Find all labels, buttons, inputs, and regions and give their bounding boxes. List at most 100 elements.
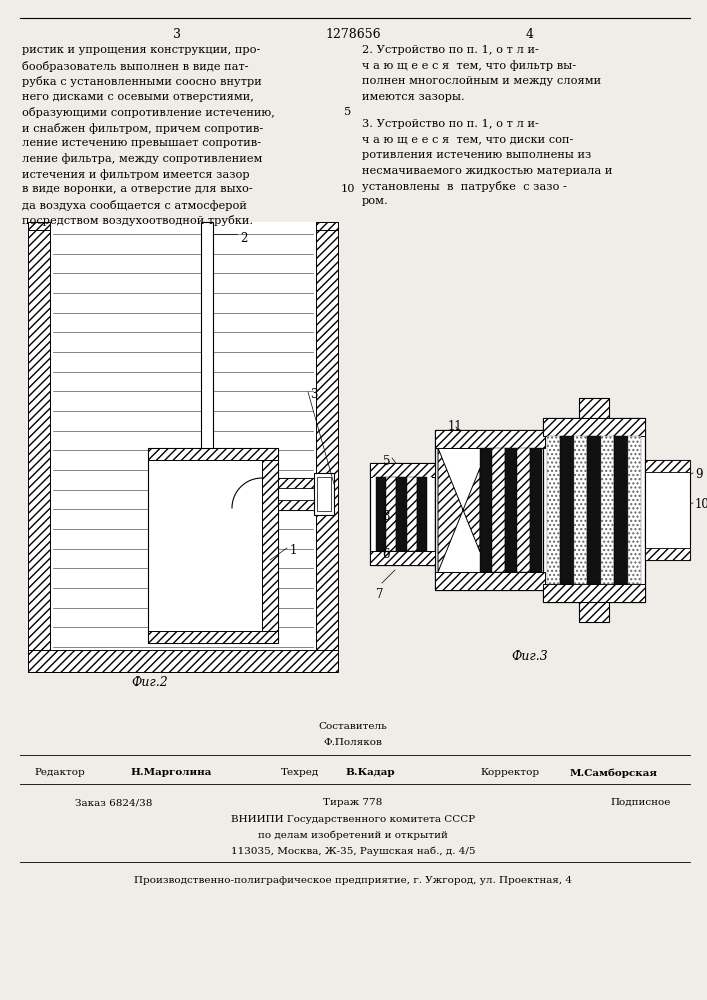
Text: имеются зазоры.: имеются зазоры. [362, 92, 464, 102]
Text: 1: 1 [290, 544, 298, 557]
Bar [645, 460, 690, 472]
Text: М.Самборская: М.Самборская [570, 768, 658, 778]
Bar [28, 222, 50, 230]
Text: 113035, Москва, Ж-35, Раушская наб., д. 4/5: 113035, Москва, Ж-35, Раушская наб., д. … [230, 847, 475, 856]
Bar [628, 436, 641, 584]
Text: 2: 2 [240, 232, 247, 245]
Bar [579, 398, 609, 418]
Text: полнен многослойным и между слоями: полнен многослойным и между слоями [362, 76, 601, 86]
Bar [370, 551, 435, 565]
Text: 3: 3 [310, 388, 317, 401]
Bar [397, 477, 407, 551]
Text: Редактор: Редактор [35, 768, 86, 777]
Text: 8: 8 [382, 510, 390, 523]
Text: 1278656: 1278656 [325, 28, 381, 41]
Text: Н.Марголина: Н.Марголина [130, 768, 211, 777]
Text: 3. Устройство по п. 1, о т л и-: 3. Устройство по п. 1, о т л и- [362, 119, 539, 129]
Text: Корректор: Корректор [481, 768, 539, 777]
Bar [50, 222, 316, 650]
Bar [645, 460, 690, 560]
Text: 5: 5 [344, 107, 351, 117]
Bar [148, 448, 278, 460]
Text: Тираж 778: Тираж 778 [323, 798, 382, 807]
Bar [543, 418, 645, 602]
Text: 10: 10 [695, 498, 707, 511]
Bar [601, 436, 614, 584]
Text: Фиг.3: Фиг.3 [512, 650, 549, 663]
Text: Фиг.2: Фиг.2 [132, 676, 168, 689]
Bar [314, 473, 334, 515]
Text: и снабжен фильтром, причем сопротив-: и снабжен фильтром, причем сопротив- [22, 122, 263, 133]
Text: несмачиваемого жидкостью материала и: несмачиваемого жидкостью материала и [362, 165, 612, 176]
Bar [530, 448, 542, 572]
Bar [588, 436, 601, 584]
Bar [417, 477, 427, 551]
Text: 9: 9 [695, 468, 703, 481]
Bar [547, 436, 561, 584]
Bar [373, 477, 432, 551]
Bar [316, 222, 338, 230]
Bar [543, 584, 645, 602]
Bar [28, 222, 50, 650]
Text: 4: 4 [526, 28, 534, 41]
Bar [407, 477, 417, 551]
Bar [376, 477, 386, 551]
Text: 10: 10 [341, 184, 355, 194]
Text: Ф.Поляков: Ф.Поляков [324, 738, 382, 747]
Bar [28, 650, 338, 672]
Bar [645, 548, 690, 560]
Text: образующими сопротивление истечению,: образующими сопротивление истечению, [22, 107, 275, 118]
Bar [435, 430, 545, 590]
Bar [370, 463, 435, 477]
Bar [370, 463, 435, 565]
Bar [561, 436, 574, 584]
Text: в виде воронки, а отверстие для выхо-: в виде воронки, а отверстие для выхо- [22, 184, 252, 194]
Polygon shape [438, 448, 480, 572]
Bar [278, 478, 321, 488]
Text: ротивления истечению выполнены из: ротивления истечению выполнены из [362, 150, 591, 160]
Text: установлены  в  патрубке  с зазо -: установлены в патрубке с зазо - [362, 181, 567, 192]
Text: ристик и упрощения конструкции, про-: ристик и упрощения конструкции, про- [22, 45, 260, 55]
Bar [316, 222, 338, 650]
Text: 7: 7 [376, 588, 384, 601]
Text: В.Кадар: В.Кадар [345, 768, 395, 777]
Text: по делам изобретений и открытий: по делам изобретений и открытий [258, 831, 448, 840]
Text: него дисками с осевыми отверстиями,: него дисками с осевыми отверстиями, [22, 92, 254, 102]
Bar [505, 448, 518, 572]
Text: ром.: ром. [362, 196, 389, 207]
Text: Составитель: Составитель [319, 722, 387, 731]
Text: Заказ 6824/38: Заказ 6824/38 [75, 798, 153, 807]
Text: ление истечению превышает сопротив-: ление истечению превышает сопротив- [22, 138, 261, 148]
Text: да воздуха сообщается с атмосферой: да воздуха сообщается с атмосферой [22, 200, 247, 211]
Text: Производственно-полиграфическое предприятие, г. Ужгород, ул. Проектная, 4: Производственно-полиграфическое предприя… [134, 876, 572, 885]
Text: рубка с установленными соосно внутри: рубка с установленными соосно внутри [22, 76, 262, 87]
Text: Техред: Техред [281, 768, 319, 777]
Bar [579, 602, 609, 622]
Bar [201, 222, 213, 448]
Bar [435, 430, 545, 448]
Text: 2. Устройство по п. 1, о т л и-: 2. Устройство по п. 1, о т л и- [362, 45, 539, 55]
Bar [278, 478, 321, 510]
Text: ч а ю щ е е с я  тем, что фильтр вы-: ч а ю щ е е с я тем, что фильтр вы- [362, 60, 576, 71]
Text: ч а ю щ е е с я  тем, что диски соп-: ч а ю щ е е с я тем, что диски соп- [362, 134, 573, 144]
Bar [262, 460, 278, 631]
Text: 6: 6 [382, 548, 390, 561]
Bar [543, 418, 645, 436]
Bar [278, 500, 321, 510]
Text: 3: 3 [173, 28, 181, 41]
Bar [317, 477, 331, 511]
Bar [492, 448, 505, 572]
Text: истечения и фильтром имеется зазор: истечения и фильтром имеется зазор [22, 169, 250, 180]
Bar [435, 572, 545, 590]
Bar [386, 477, 397, 551]
Bar [574, 436, 588, 584]
Bar [518, 448, 530, 572]
Bar [148, 448, 278, 643]
Bar [480, 448, 492, 572]
Text: ВНИИПИ Государственного комитета СССР: ВНИИПИ Государственного комитета СССР [231, 815, 475, 824]
Text: бообразователь выполнен в виде пат-: бообразователь выполнен в виде пат- [22, 60, 249, 72]
Text: посредством воздухоотводной трубки.: посредством воздухоотводной трубки. [22, 216, 253, 227]
Bar [614, 436, 628, 584]
Bar [148, 631, 278, 643]
Text: 5: 5 [382, 455, 390, 468]
